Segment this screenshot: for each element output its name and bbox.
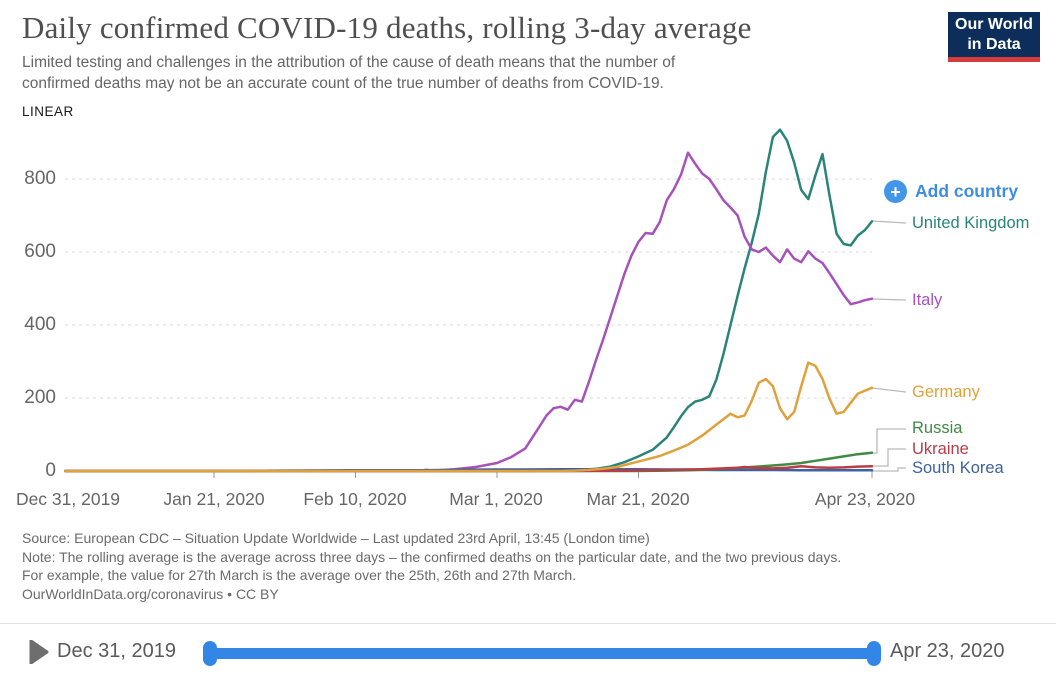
- leader-italy: [871, 298, 907, 301]
- play-icon: [29, 640, 49, 664]
- leader-south-korea: [872, 467, 906, 472]
- owid-logo-red-bar: [948, 57, 1040, 62]
- chart-subtitle: Limited testing and challenges in the at…: [22, 52, 675, 94]
- x-axis-tick-mar1: Mar 1, 2020: [449, 489, 543, 509]
- leader-ukraine: [872, 448, 906, 467]
- leader-united-kingdom: [871, 220, 907, 224]
- x-axis-tick-feb10: Feb 10, 2020: [303, 489, 407, 509]
- timeline-start-date: Dec 31, 2019: [57, 640, 176, 662]
- leader-germany: [871, 387, 907, 393]
- legend-label-germany[interactable]: Germany: [912, 383, 980, 401]
- x-axis-tick-apr23: Apr 23, 2020: [814, 489, 916, 509]
- y-axis-tick-200: 200: [24, 387, 56, 408]
- y-axis-tick-0: 0: [45, 460, 56, 481]
- x-axis-tick-jan21: Jan 21, 2020: [163, 489, 265, 509]
- x-axis-tick-mar21: Mar 21, 2020: [586, 489, 690, 509]
- page-title: Daily confirmed COVID-19 deaths, rolling…: [22, 10, 752, 45]
- legend-label-south-korea[interactable]: South Korea: [912, 459, 1004, 477]
- chart-plot[interactable]: [0, 120, 910, 490]
- add-country-button[interactable]: + Add country: [884, 180, 1018, 203]
- source-line: Source: European CDC – Situation Update …: [22, 530, 650, 546]
- play-button[interactable]: [29, 640, 49, 664]
- legend-label-united-kingdom[interactable]: United Kingdom: [912, 214, 1030, 232]
- timeline-handle-end[interactable]: [867, 641, 881, 666]
- owid-logo-line1: Our World: [955, 16, 1033, 33]
- y-axis-tick-800: 800: [24, 168, 56, 189]
- plus-icon: +: [884, 180, 907, 203]
- y-axis-tick-600: 600: [24, 241, 56, 262]
- leader-russia: [872, 428, 906, 454]
- legend-label-ukraine[interactable]: Ukraine: [912, 440, 969, 458]
- owid-logo-line2: in Data: [967, 36, 1021, 53]
- chart-subtitle-line2: confirmed deaths may not be an accurate …: [22, 75, 664, 92]
- note-line1: Note: The rolling average is the average…: [22, 548, 842, 565]
- legend-label-russia[interactable]: Russia: [912, 419, 963, 437]
- chart-subtitle-line1: Limited testing and challenges in the at…: [22, 54, 676, 71]
- add-country-label: Add country: [915, 181, 1019, 201]
- owid-logo[interactable]: Our World in Data: [948, 12, 1040, 62]
- timeline-divider: [0, 623, 1056, 624]
- linear-scale-toggle[interactable]: LINEAR: [22, 104, 74, 119]
- timeline-slider-track[interactable]: [205, 648, 879, 659]
- timeline-end-date: Apr 23, 2020: [890, 640, 1005, 662]
- y-axis-tick-400: 400: [24, 314, 56, 335]
- legend-label-italy[interactable]: Italy: [912, 291, 943, 309]
- source-note: Source: European CDC – Situation Update …: [22, 529, 841, 603]
- timeline-handle-start[interactable]: [203, 641, 217, 666]
- note-line2: For example, the value for 27th March is…: [22, 567, 577, 584]
- x-axis-tick-dec31: Dec 31, 2019: [15, 489, 121, 509]
- owid-url-link[interactable]: OurWorldInData.org/coronavirus • CC BY: [22, 585, 279, 602]
- legend-leader-lines: [871, 220, 907, 472]
- owid-logo-text: Our World in Data: [948, 12, 1040, 57]
